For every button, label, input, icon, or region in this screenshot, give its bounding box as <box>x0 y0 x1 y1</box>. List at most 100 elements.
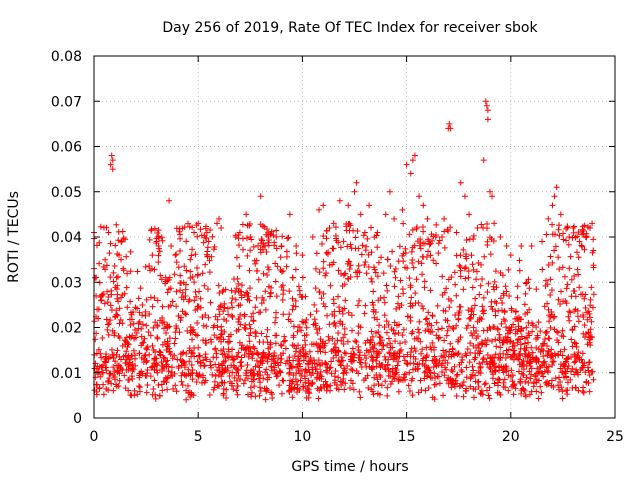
data-point <box>244 296 251 303</box>
data-point <box>179 382 186 389</box>
data-point <box>164 386 171 393</box>
data-point <box>212 372 219 379</box>
data-point <box>153 238 160 245</box>
data-point <box>119 228 126 235</box>
data-point <box>295 283 302 290</box>
data-point <box>423 364 430 371</box>
data-point <box>426 367 433 374</box>
data-point <box>251 383 258 390</box>
data-point <box>575 271 582 278</box>
data-point <box>236 315 243 322</box>
data-point <box>102 358 109 365</box>
data-point <box>375 380 382 387</box>
y-tick-label: 0.05 <box>51 185 82 201</box>
data-point <box>263 225 270 232</box>
data-point <box>293 370 300 377</box>
data-point <box>155 259 162 266</box>
data-point <box>478 387 485 394</box>
data-point <box>138 333 145 340</box>
data-point <box>341 305 348 312</box>
data-point <box>582 234 589 240</box>
data-point <box>555 296 562 303</box>
data-point <box>154 323 161 330</box>
data-point <box>112 242 119 249</box>
data-point <box>253 330 260 337</box>
data-point <box>242 346 249 353</box>
data-point <box>186 358 193 365</box>
data-point <box>467 383 474 390</box>
data-point <box>317 368 324 375</box>
data-point <box>478 391 485 398</box>
data-point <box>155 233 162 240</box>
data-point <box>117 316 124 323</box>
data-point <box>338 337 345 344</box>
data-point <box>484 337 491 344</box>
data-point <box>235 235 242 242</box>
axis-ticks <box>93 55 616 419</box>
data-point <box>328 358 335 365</box>
data-point <box>293 250 300 257</box>
data-point <box>109 157 116 164</box>
data-point <box>396 304 403 311</box>
data-point <box>155 252 162 259</box>
data-point <box>124 304 131 311</box>
data-point <box>481 381 488 388</box>
data-point <box>212 313 219 320</box>
data-point <box>429 328 436 335</box>
data-point <box>419 271 426 278</box>
data-point <box>549 202 556 209</box>
data-point <box>181 224 188 231</box>
data-point <box>491 380 498 387</box>
data-point <box>361 310 368 317</box>
data-point <box>443 332 450 339</box>
data-point <box>164 357 171 364</box>
data-point <box>461 265 468 272</box>
data-point <box>587 342 594 349</box>
data-point <box>212 361 219 368</box>
data-point <box>328 348 335 355</box>
data-point <box>328 370 335 377</box>
data-point <box>180 349 187 356</box>
data-point <box>363 363 370 370</box>
data-point <box>178 314 185 321</box>
data-point <box>392 338 399 345</box>
data-point <box>447 125 454 132</box>
data-point <box>286 357 293 364</box>
data-point <box>475 369 482 376</box>
data-point <box>110 364 117 371</box>
data-point <box>202 339 209 346</box>
data-point <box>589 368 596 375</box>
data-point <box>116 305 123 312</box>
data-point <box>121 290 128 297</box>
data-point <box>436 237 443 244</box>
data-point <box>317 336 324 343</box>
data-point <box>404 313 411 320</box>
data-point <box>265 353 272 360</box>
data-point <box>268 356 275 363</box>
data-point <box>172 335 179 342</box>
data-point <box>173 251 180 258</box>
data-point <box>423 315 430 322</box>
data-point <box>98 297 105 304</box>
data-point <box>525 339 532 346</box>
data-point <box>191 229 198 236</box>
data-point <box>276 382 283 389</box>
data-point <box>149 391 156 398</box>
data-point <box>567 253 574 260</box>
data-point <box>432 381 439 388</box>
data-point <box>201 363 208 370</box>
data-point <box>411 152 418 159</box>
data-point <box>462 275 469 282</box>
data-point <box>510 321 517 328</box>
data-point <box>471 330 478 337</box>
data-point <box>443 377 450 384</box>
data-point <box>555 339 562 346</box>
data-point <box>296 358 303 365</box>
data-point <box>495 363 502 370</box>
data-point <box>251 257 258 264</box>
data-point <box>217 303 224 310</box>
data-point <box>275 362 282 369</box>
data-point <box>107 274 114 281</box>
data-point <box>212 345 219 352</box>
data-point <box>116 252 123 259</box>
